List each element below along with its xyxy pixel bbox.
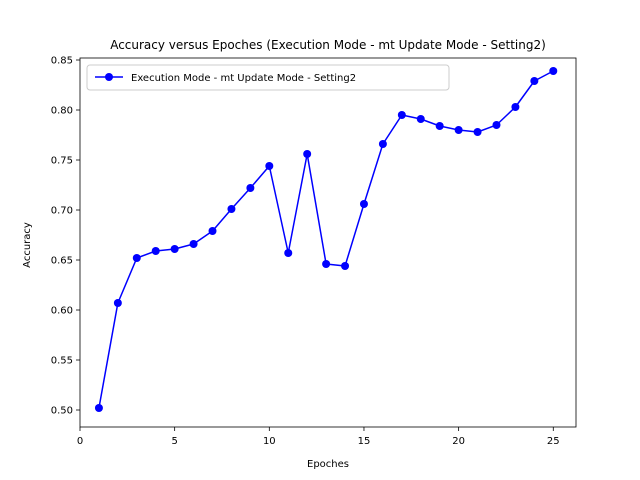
y-tick-label: 0.70 [51, 206, 73, 217]
y-tick-label: 0.65 [51, 256, 73, 267]
x-tick-label: 15 [358, 436, 371, 447]
data-point [189, 240, 198, 248]
data-point [359, 200, 368, 208]
y-tick-label: 0.75 [51, 156, 73, 167]
data-point [378, 140, 387, 148]
y-axis: 0.50 0.55 0.60 0.65 0.70 0.75 0.80 0.85 [51, 56, 80, 417]
data-point [170, 245, 179, 253]
data-point [265, 162, 274, 170]
legend-box [86, 64, 450, 91]
x-axis-label: Epoches [307, 459, 349, 470]
series-layer [94, 67, 558, 412]
y-tick-label: 0.60 [51, 306, 73, 317]
y-tick-label: 0.80 [51, 106, 73, 117]
data-point [208, 227, 217, 235]
data-point [246, 184, 255, 192]
data-point [303, 150, 312, 158]
x-tick-label: 25 [547, 436, 560, 447]
data-point [416, 115, 425, 123]
y-tick-label: 0.85 [51, 56, 73, 67]
data-point [151, 247, 160, 255]
legend-marker [105, 73, 113, 81]
data-point [113, 299, 122, 307]
y-axis-label: Accuracy [22, 222, 33, 268]
data-point [322, 260, 331, 268]
data-point [549, 67, 558, 75]
legend-label: Execution Mode - mt Update Mode - Settin… [131, 73, 356, 84]
data-point [435, 122, 444, 130]
plot-area [79, 57, 577, 428]
plot-frame [79, 57, 577, 428]
x-tick-label: 0 [77, 436, 83, 447]
data-point [227, 205, 236, 213]
data-point [397, 111, 406, 119]
data-point [492, 121, 501, 129]
x-axis: 0 5 10 15 20 25 [77, 427, 560, 447]
data-point [473, 128, 482, 136]
data-point [284, 249, 293, 257]
x-tick-label: 10 [263, 436, 276, 447]
data-point [454, 126, 463, 134]
y-tick-label: 0.55 [51, 356, 73, 367]
legend: Execution Mode - mt Update Mode - Settin… [86, 64, 450, 91]
chart-title: Accuracy versus Epoches (Execution Mode … [110, 38, 546, 52]
y-tick-label: 0.50 [51, 406, 73, 417]
data-point [94, 404, 103, 412]
data-point [341, 262, 350, 270]
x-tick-label: 20 [452, 436, 465, 447]
data-point [530, 77, 539, 85]
data-point [511, 103, 520, 111]
data-point [132, 254, 141, 262]
x-tick-label: 5 [171, 436, 177, 447]
